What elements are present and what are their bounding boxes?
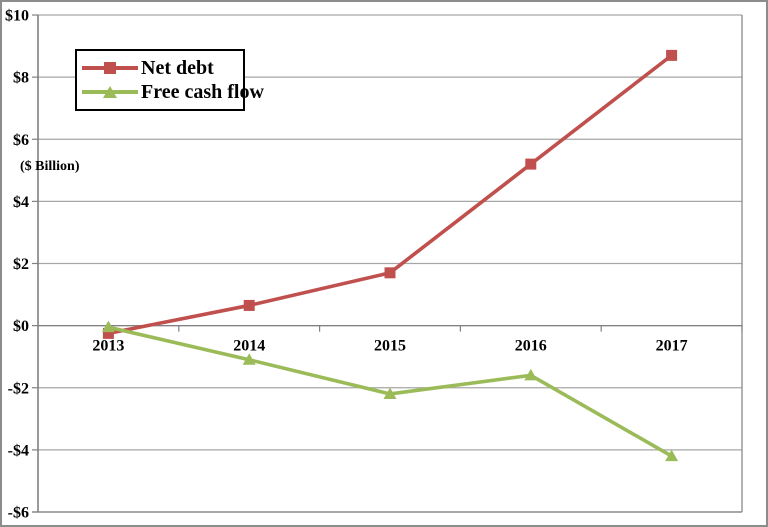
y-tick-label: $0 (13, 318, 29, 335)
y-tick-label: -$4 (8, 442, 29, 459)
chart-legend: Net debt Free cash flow (75, 49, 264, 111)
x-category-label: 2017 (656, 338, 688, 355)
data-point-triangle-free-cash-flow (242, 353, 256, 365)
data-point-square-net-debt (525, 158, 537, 170)
data-point-triangle-free-cash-flow (524, 368, 538, 381)
y-axis-title: ($ Billion) (20, 159, 80, 174)
data-point-square-net-debt (102, 327, 114, 339)
legend-item-free-cash-flow: Free cash flow (81, 82, 264, 102)
x-category-label: 2013 (92, 338, 124, 355)
data-point-triangle-free-cash-flow (101, 320, 115, 333)
data-point-square-net-debt (243, 299, 255, 311)
net-debt-line-square-marker-icon (82, 61, 138, 74)
x-category-label: 2015 (374, 338, 406, 355)
x-category-label: 2016 (515, 338, 547, 355)
legend-label-net-debt: Net debt (141, 56, 214, 79)
data-point-triangle-free-cash-flow (383, 387, 397, 399)
x-category-label: 2014 (233, 338, 265, 355)
y-tick-label: -$6 (8, 505, 29, 522)
legend-item-net-debt: Net debt (81, 58, 239, 78)
y-tick-label: $6 (13, 132, 29, 149)
y-tick-label: $2 (13, 256, 29, 273)
data-point-square-net-debt (384, 267, 396, 279)
y-tick-label: -$2 (8, 380, 29, 397)
data-point-square-net-debt (666, 49, 678, 61)
free-cash-flow-line-triangle-marker-icon (82, 86, 138, 99)
y-tick-label: $10 (5, 8, 29, 25)
y-tick-label: $8 (13, 70, 29, 87)
data-point-triangle-free-cash-flow (665, 449, 679, 462)
legend-label-free-cash-flow: Free cash flow (141, 81, 264, 104)
y-tick-label: $4 (13, 194, 29, 211)
